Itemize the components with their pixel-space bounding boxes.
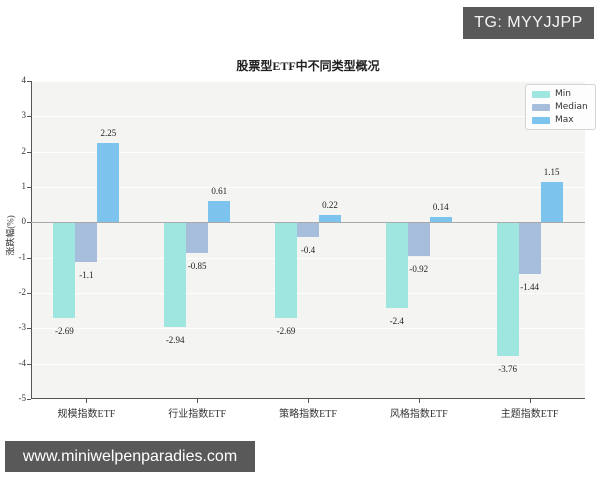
y-tick-label: 3 xyxy=(21,110,27,121)
gridline xyxy=(32,187,585,188)
bar-min xyxy=(275,223,297,319)
x-tick-label: 风格指数ETF xyxy=(389,409,448,420)
bar-value-label: -0.92 xyxy=(409,263,429,274)
y-tick-label: -2 xyxy=(18,287,27,297)
y-tick-mark xyxy=(27,328,31,330)
legend-row: Max xyxy=(532,115,588,125)
y-tick-label: -1 xyxy=(18,251,27,262)
gridline xyxy=(32,363,585,365)
zero-line xyxy=(31,222,585,224)
bar-max xyxy=(429,217,452,223)
y-tick-label: 1 xyxy=(21,181,27,191)
legend-row: Median xyxy=(532,102,588,112)
bar-median xyxy=(75,223,98,263)
y-tick-mark xyxy=(27,363,31,365)
legend-label: Min xyxy=(555,89,571,99)
bar-value-label: -1.44 xyxy=(520,282,539,293)
bar-median xyxy=(407,223,430,256)
bar-min xyxy=(164,223,187,328)
legend: Min Median Max xyxy=(525,84,596,130)
plot-area xyxy=(31,81,585,399)
y-tick-mark xyxy=(27,399,31,400)
y-axis-label: 涨跌幅(%) xyxy=(5,215,16,256)
x-tick-mark xyxy=(86,399,88,403)
legend-swatch-min xyxy=(532,90,550,98)
legend-swatch-max xyxy=(532,116,550,124)
y-tick-label: 4 xyxy=(21,75,27,85)
bar-min xyxy=(53,223,76,319)
bar-value-label: 0.61 xyxy=(211,185,228,196)
x-tick-label: 行业指数ETF xyxy=(168,409,227,420)
bar-value-label: -0.85 xyxy=(187,261,207,272)
legend-swatch-median xyxy=(532,103,550,111)
gridline xyxy=(32,328,585,330)
bar-median xyxy=(297,223,319,238)
bar-median xyxy=(186,223,209,254)
bar-value-label: -3.76 xyxy=(498,364,517,375)
y-tick-label: -4 xyxy=(18,357,27,368)
gridline xyxy=(32,151,585,153)
bar-value-label: -2.94 xyxy=(165,335,185,346)
bar-value-label: 2.25 xyxy=(100,127,117,138)
gridline xyxy=(32,116,585,118)
bar-max xyxy=(208,200,231,223)
x-tick-label: 规模指数ETF xyxy=(57,409,116,420)
y-tick-mark xyxy=(27,257,31,259)
watermark: www.miniwelpenparadies.com xyxy=(5,441,255,472)
bar-value-label: -0.4 xyxy=(300,245,316,256)
y-tick-label: 0 xyxy=(21,216,27,227)
bar-min xyxy=(496,223,519,357)
bar-max xyxy=(319,214,341,223)
bar-value-label: 1.15 xyxy=(543,166,560,177)
tg-badge: TG: MYYJJPP xyxy=(463,7,594,39)
bar-max xyxy=(97,142,120,223)
y-tick-mark xyxy=(27,81,31,82)
bar-value-label: -1.1 xyxy=(79,270,94,281)
y-tick-mark xyxy=(27,151,31,153)
x-tick-mark xyxy=(529,399,531,403)
y-tick-mark xyxy=(27,222,31,224)
gridline xyxy=(32,293,585,294)
y-tick-mark xyxy=(27,187,31,188)
y-tick-label: 2 xyxy=(21,145,27,156)
bar-median xyxy=(518,223,541,275)
x-tick-label: 策略指数ETF xyxy=(279,409,337,420)
bar-value-label: -2.4 xyxy=(389,316,404,327)
x-tick-mark xyxy=(197,399,199,403)
bar-value-label: -2.69 xyxy=(276,326,296,337)
y-tick-label: -5 xyxy=(18,393,27,403)
x-tick-label: 主题指数ETF xyxy=(500,409,559,420)
legend-label: Median xyxy=(555,102,588,112)
y-tick-mark xyxy=(27,293,31,294)
x-tick-mark xyxy=(418,399,420,403)
y-tick-label: -3 xyxy=(18,322,27,333)
x-tick-mark xyxy=(308,399,309,403)
bar-value-label: 0.22 xyxy=(322,199,338,210)
chart-title: 股票型ETF中不同类型概况 xyxy=(236,59,380,73)
bar-value-label: 0.14 xyxy=(432,202,449,213)
bar-max xyxy=(540,181,563,223)
legend-label: Max xyxy=(555,115,574,125)
bar-min xyxy=(385,223,408,309)
bar-value-label: -2.69 xyxy=(55,326,74,337)
y-tick-mark xyxy=(27,116,31,118)
gridline xyxy=(32,257,585,259)
legend-row: Min xyxy=(532,89,588,99)
gridline xyxy=(32,81,585,82)
